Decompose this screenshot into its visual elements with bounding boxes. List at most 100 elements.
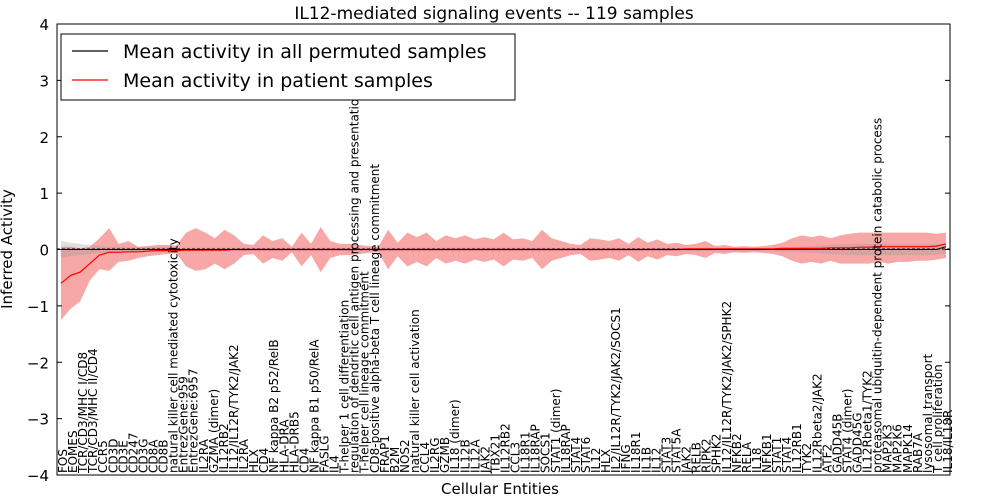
x-entity-label: IL12A bbox=[468, 439, 482, 473]
x-entity-label: FRAP1 bbox=[378, 435, 392, 473]
chart-title: IL12-mediated signaling events -- 119 sa… bbox=[294, 4, 694, 24]
x-entity-label: IL18R1 bbox=[519, 432, 533, 473]
x-entity-label: TCR/CD3/MHC II/CD4 bbox=[86, 348, 100, 474]
x-entity-label: IL12RB2 bbox=[217, 423, 231, 473]
x-entity-label: HLA-DRA bbox=[277, 419, 291, 473]
x-axis-label: Cellular Entities bbox=[441, 480, 559, 498]
x-entity-label: CD3E bbox=[116, 440, 130, 473]
x-entity-label: IL4 bbox=[328, 455, 342, 473]
x-entity-label: STAT3 bbox=[659, 437, 673, 473]
legend-label-permuted: Mean activity in all permuted samples bbox=[123, 41, 486, 63]
x-entity-label: IL18RAP bbox=[559, 424, 573, 473]
y-tick-label: −3 bbox=[27, 411, 49, 429]
x-entity-label: RIPK2 bbox=[700, 438, 714, 473]
x-entity-label: ATF2 bbox=[820, 444, 834, 473]
x-entity-label: FOS bbox=[56, 449, 70, 473]
legend-label-patient: Mean activity in patient samples bbox=[123, 70, 433, 92]
x-entity-label: T-helper cell lineage commitment bbox=[358, 271, 372, 474]
x-entity-label: NF kappa B2 p52/RelB bbox=[267, 339, 281, 473]
x-entity-label: lysosomal transport bbox=[921, 353, 935, 473]
x-entity-label: STAT1 bbox=[770, 437, 784, 473]
x-entity-label: HLX bbox=[599, 449, 613, 473]
x-entity-label: IFNG bbox=[619, 444, 633, 473]
y-tick-label: −4 bbox=[27, 467, 49, 485]
legend-box bbox=[60, 33, 516, 101]
x-entity-label: CD3G bbox=[137, 438, 151, 473]
x-entity-label: IL18 (dimer) bbox=[448, 399, 462, 473]
x-entity-label: EntrezGene:959 bbox=[177, 376, 191, 473]
x-entity-label: NFKB1 bbox=[760, 433, 774, 473]
x-entity-label: HLX bbox=[247, 449, 261, 473]
x-entity-label: IL12 bbox=[649, 448, 663, 474]
x-entity-label: CD8B bbox=[157, 440, 171, 474]
x-entity-label: GZMB bbox=[438, 437, 452, 473]
x-entity-label: IL12B bbox=[458, 439, 472, 473]
x-entity-label: IL18/IL18R bbox=[941, 410, 955, 473]
x-entity-label: IL12RB2 bbox=[499, 423, 513, 473]
x-entity-label: IL1B bbox=[639, 447, 653, 473]
x-entity-label: EOMES bbox=[66, 430, 80, 473]
y-tick-label: 0 bbox=[39, 242, 49, 260]
y-tick-label: −1 bbox=[27, 298, 49, 316]
x-entity-label: IL2/IL12R/TYK2/JAK2/SOCS1 bbox=[609, 307, 623, 473]
x-entity-label: STAT4 bbox=[780, 437, 794, 473]
x-entity-label: CD4 bbox=[257, 448, 271, 473]
x-entity-label: SPHK2 bbox=[710, 434, 724, 473]
x-entity-label: JAK2 bbox=[680, 446, 694, 474]
y-tick-label: 1 bbox=[39, 185, 49, 203]
x-entity-label: JAK2 bbox=[478, 446, 492, 474]
x-entity-label: MAPK14 bbox=[901, 424, 915, 473]
x-entity-label: STAT4 (dimer) bbox=[840, 389, 854, 473]
legend: Mean activity in all permuted samples Me… bbox=[60, 33, 516, 101]
x-entity-label: IL18R1 bbox=[629, 432, 643, 473]
x-entity-label: B2M bbox=[388, 447, 402, 473]
x-entity-label: IL2RG bbox=[428, 438, 442, 474]
x-entity-label: HLA-DRB5 bbox=[287, 411, 301, 473]
x-entity-label: CD8A bbox=[147, 439, 161, 473]
x-entity-label: NF kappa B1 p50/RelA bbox=[307, 339, 321, 473]
x-entity-label: NOS2 bbox=[398, 439, 412, 473]
x-entity-label: STAT5A bbox=[670, 428, 684, 473]
x-entity-label: MAP2K6 bbox=[891, 424, 905, 473]
x-entity-label: FASLG bbox=[318, 435, 332, 473]
x-entity-label: CCL3 bbox=[509, 442, 523, 473]
y-axis-ticks: −4 −3 −2 −1 0 1 2 3 4 bbox=[27, 16, 950, 485]
x-entity-label: IL2RA bbox=[237, 438, 251, 473]
x-entity-label: STAT1 (dimer) bbox=[549, 389, 563, 473]
x-entity-label: GADD45G bbox=[851, 412, 865, 473]
x-entity-label: STAT6 bbox=[579, 437, 593, 473]
x-entity-label: GZMA (dimer) bbox=[207, 389, 221, 473]
x-entity-label: T cell proliferation bbox=[931, 364, 945, 474]
x-entity-label: IL12Rbeta2/JAK2 bbox=[810, 373, 824, 473]
x-entity-label: RAB7A bbox=[911, 432, 925, 473]
plot-area bbox=[56, 23, 951, 476]
y-tick-label: 4 bbox=[39, 16, 49, 34]
x-entity-label: TYK2 bbox=[800, 443, 814, 474]
x-entity-label: STAT4 bbox=[569, 437, 583, 473]
x-entity-label: proteasomal ubiquitin-dependent protein … bbox=[871, 118, 885, 473]
x-entity-label: IL12 bbox=[589, 448, 603, 474]
y-tick-label: 3 bbox=[39, 72, 49, 90]
band-patient bbox=[61, 227, 946, 320]
y-tick-label: −2 bbox=[27, 354, 49, 372]
x-entity-label: RELB bbox=[690, 442, 704, 473]
x-entity-label: CD8-positive alpha-beta T cell lineage c… bbox=[368, 164, 382, 473]
x-entity-label: IL12/IL12R/TYK2/JAK2 bbox=[227, 344, 241, 473]
x-entity-label: GADD45B bbox=[830, 414, 844, 474]
x-entity-label: IL12RB1 bbox=[790, 423, 804, 473]
x-entity-label: MAP2K3 bbox=[881, 424, 895, 473]
x-entity-label: natural killer cell activation bbox=[408, 309, 422, 473]
x-entity-label: TCR/CD3/MHC I/CD8 bbox=[76, 352, 90, 474]
x-entity-label: CD3D bbox=[106, 439, 120, 474]
x-entity-label: RELA bbox=[740, 441, 754, 473]
x-entity-label: CCL4 bbox=[418, 442, 432, 473]
y-axis-label: Inferred Activity bbox=[0, 189, 16, 309]
x-entity-label: CD247 bbox=[126, 432, 140, 473]
x-entity-label: IL12/IL12R/TYK2/JAK2/SPHK2 bbox=[720, 301, 734, 473]
x-entity-label: IL18RAP bbox=[529, 424, 543, 473]
x-entity-label: CD4 bbox=[297, 448, 311, 473]
series-lines bbox=[60, 243, 947, 284]
x-entity-label: EntrezGene:6957 bbox=[187, 369, 201, 474]
